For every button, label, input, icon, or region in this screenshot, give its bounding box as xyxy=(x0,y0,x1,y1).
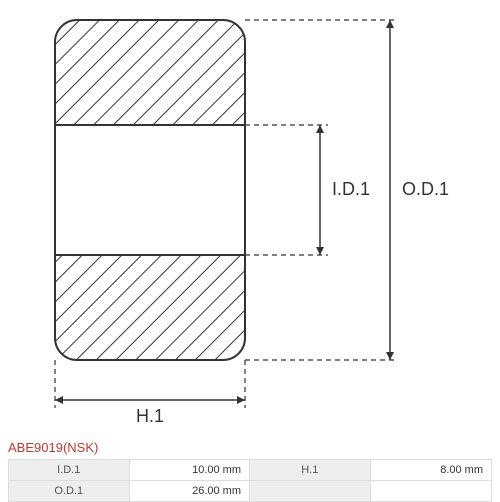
bearing-cross-section-diagram: O.D.1 I.D.1 H.1 xyxy=(0,0,500,440)
svg-text:O.D.1: O.D.1 xyxy=(402,179,449,199)
part-code: ABE9019 xyxy=(8,440,63,455)
od1-value: 26.00 mm xyxy=(130,480,251,501)
h1-label: H.1 xyxy=(250,460,371,480)
svg-text:H.1: H.1 xyxy=(136,406,164,426)
id1-value: 10.00 mm xyxy=(130,460,251,480)
dimensions-table: I.D.1 10.00 mm H.1 8.00 mm O.D.1 26.00 m… xyxy=(8,459,492,502)
part-mfr: (NSK) xyxy=(63,440,98,455)
od1-label: O.D.1 xyxy=(9,480,130,501)
svg-text:I.D.1: I.D.1 xyxy=(332,179,370,199)
id1-label: I.D.1 xyxy=(9,460,130,480)
h1-value: 8.00 mm xyxy=(371,460,492,480)
part-title: ABE9019(NSK) xyxy=(0,440,500,459)
